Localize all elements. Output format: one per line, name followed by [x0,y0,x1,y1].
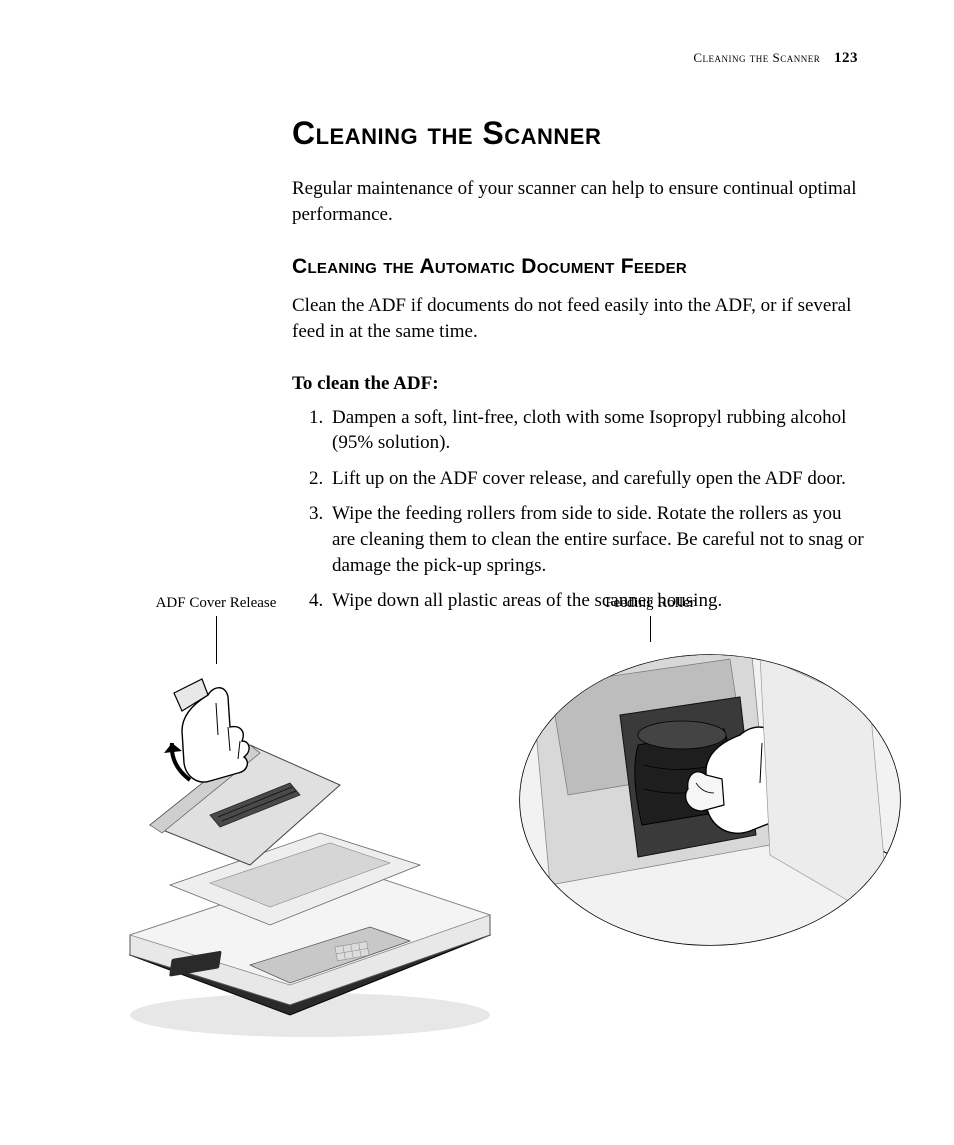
step-item: Wipe the feeding rollers from side to si… [328,501,864,578]
scanner-svg [90,635,510,1055]
page-title: Cleaning the Scanner [292,115,864,152]
step-item: Lift up on the ADF cover release, and ca… [328,466,864,492]
figure-row: ADF Cover Release Feeding Roller [90,595,894,1075]
running-head-text: Cleaning the Scanner [693,50,820,65]
hand-icon [174,679,249,782]
section-lead: Clean the ADF if documents do not feed e… [292,293,864,344]
figure-label-text: Feeding Roller [605,595,695,611]
page-content: Cleaning the Scanner Regular maintenance… [292,115,864,614]
section-heading: Cleaning the Automatic Document Feeder [292,255,864,279]
roller-closeup-illustration [510,625,910,985]
step-item: Dampen a soft, lint-free, cloth with som… [328,405,864,456]
intro-paragraph: Regular maintenance of your scanner can … [292,176,864,227]
running-head: Cleaning the Scanner 123 [120,50,858,67]
page-number: 123 [834,50,858,66]
procedure-title: To clean the ADF: [292,373,864,395]
roller-svg [510,625,910,985]
scanner-illustration [90,635,510,1055]
procedure-steps: Dampen a soft, lint-free, cloth with som… [292,405,864,614]
figure-label-text: ADF Cover Release [156,595,277,611]
